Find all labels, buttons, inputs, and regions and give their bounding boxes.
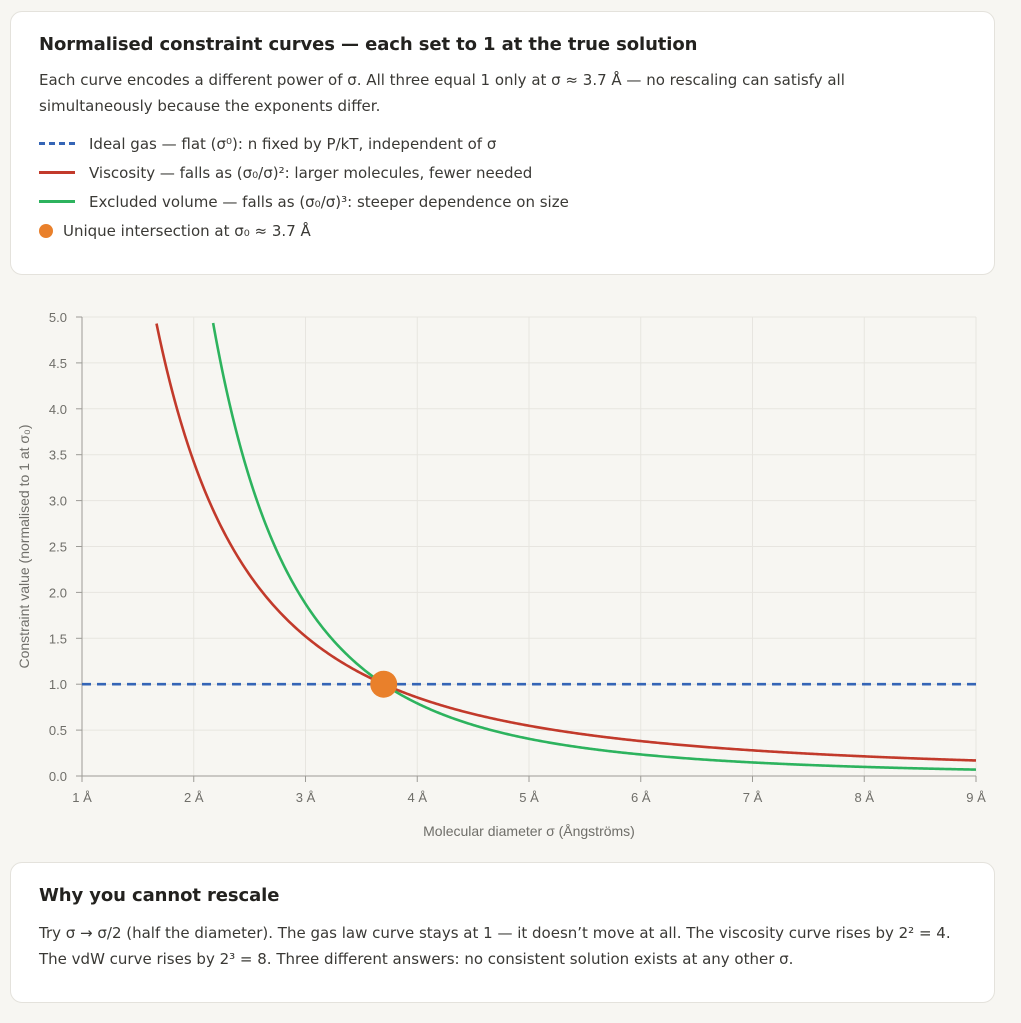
legend: Ideal gas — flat (σ⁰): n fixed by P/kT, …: [39, 129, 966, 245]
y-tick-label: 2.5: [49, 540, 67, 555]
green-line-swatch-icon: [39, 200, 75, 203]
x-tick-label: 6 Å: [631, 790, 651, 805]
x-tick-label: 4 Å: [407, 790, 427, 805]
legend-label-excluded-volume: Excluded volume — falls as (σ₀/σ)³: stee…: [89, 192, 569, 211]
y-tick-label: 3.0: [49, 494, 67, 509]
legend-label-ideal-gas: Ideal gas — flat (σ⁰): n fixed by P/kT, …: [89, 134, 497, 153]
legend-item-excluded-volume: Excluded volume — falls as (σ₀/σ)³: stee…: [39, 187, 966, 216]
y-axis-title: Constraint value (normalised to 1 at σ₀): [16, 424, 32, 668]
grid: [81, 316, 977, 777]
y-tick-label: 1.5: [49, 631, 67, 646]
legend-card: Normalised constraint curves — each set …: [10, 11, 995, 275]
y-tick-label: 5.0: [49, 310, 67, 325]
dashed-line-swatch-icon: [39, 142, 75, 145]
y-tick-label: 3.5: [49, 448, 67, 463]
y-tick-label: 0.0: [49, 769, 67, 784]
explanation-body: Try σ → σ/2 (half the diameter). The gas…: [39, 924, 951, 968]
x-axis-ticks: 1 Å 2 Å 3 Å 4 Å 5 Å 6 Å 7 Å 8 Å 9 Å: [72, 776, 986, 805]
legend-item-intersection: Unique intersection at σ₀ ≈ 3.7 Å: [39, 216, 966, 245]
chart-title: Normalised constraint curves — each set …: [39, 34, 698, 55]
series-line-viscosity: [155, 323, 977, 762]
orange-dot-swatch-icon: [39, 223, 53, 238]
explanation-card: Why you cannot rescale Try σ → σ/2 (half…: [10, 862, 995, 1003]
y-axis-ticks: 0.0 0.5 1.0 1.5 2.0 2.5 3.0 3.5 4.0 4.5 5.0: [49, 310, 82, 784]
y-tick-label: 4.0: [49, 402, 67, 417]
y-tick-label: 4.5: [49, 356, 67, 371]
intersection-point: [370, 670, 398, 698]
y-tick-label: 0.5: [49, 723, 67, 738]
chart-description: Each curve encodes a different power of …: [39, 71, 845, 115]
x-tick-label: 9 Å: [966, 790, 986, 805]
red-line-swatch-icon: [39, 171, 75, 174]
x-axis-title: Molecular diameter σ (Ångströms): [423, 823, 635, 839]
legend-label-viscosity: Viscosity — falls as (σ₀/σ)²: larger mol…: [89, 163, 533, 182]
x-tick-label: 3 Å: [296, 790, 316, 805]
x-tick-label: 2 Å: [184, 790, 204, 805]
x-tick-label: 5 Å: [519, 790, 539, 805]
y-tick-label: 1.0: [49, 677, 67, 692]
x-tick-label: 7 Å: [743, 790, 763, 805]
y-tick-label: 2.0: [49, 585, 67, 600]
x-tick-label: 8 Å: [854, 790, 874, 805]
constraint-curves-chart: 0.0 0.5 1.0 1.5 2.0 2.5 3.0 3.5 4.0 4.5 5.0 1 Å 2 Å…: [16, 310, 986, 839]
x-tick-label: 1 Å: [72, 790, 92, 805]
explanation-title: Why you cannot rescale: [39, 885, 280, 906]
legend-item-viscosity: Viscosity — falls as (σ₀/σ)²: larger mol…: [39, 158, 966, 187]
series: [82, 322, 977, 771]
legend-label-intersection: Unique intersection at σ₀ ≈ 3.7 Å: [63, 221, 311, 240]
series-line-excluded-volume: [211, 322, 977, 771]
legend-item-ideal-gas: Ideal gas — flat (σ⁰): n fixed by P/kT, …: [39, 129, 966, 158]
